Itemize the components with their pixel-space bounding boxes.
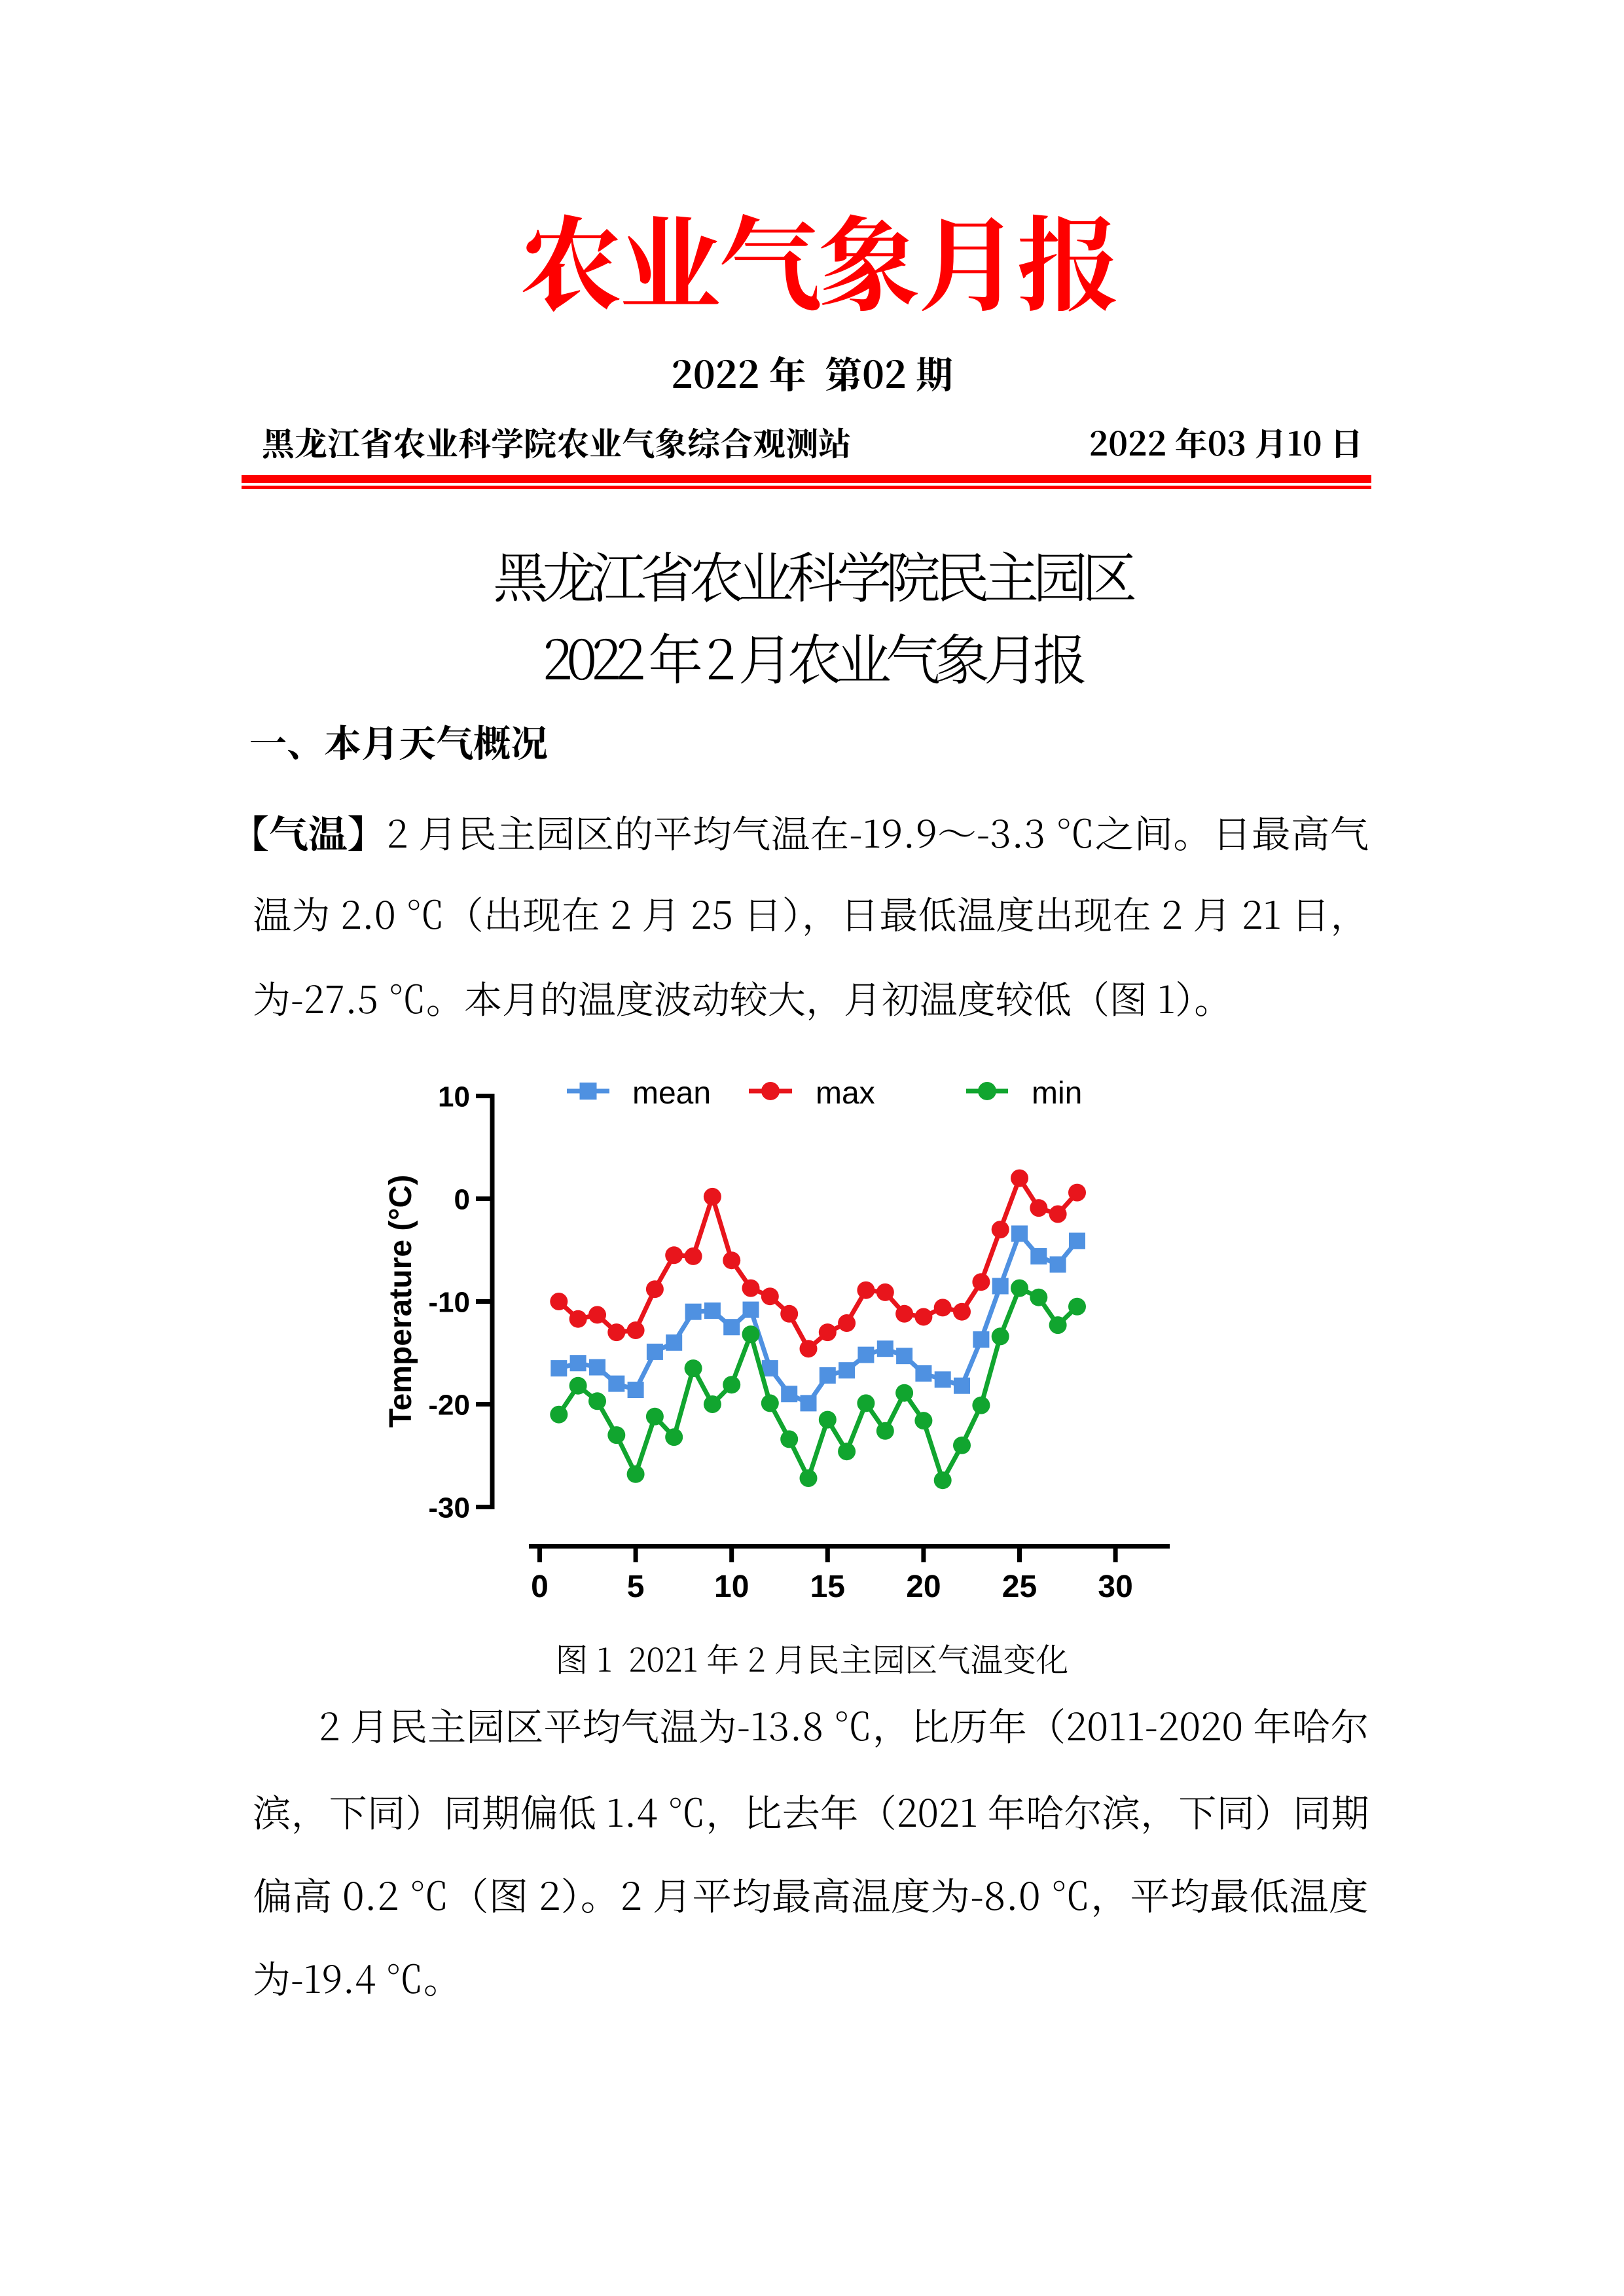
svg-text:-10: -10 — [428, 1287, 470, 1319]
svg-text:mean: mean — [632, 1076, 711, 1111]
svg-text:10: 10 — [714, 1570, 749, 1604]
svg-text:Temperature (°C): Temperature (°C) — [384, 1175, 418, 1427]
svg-text:30: 30 — [1098, 1570, 1132, 1604]
svg-text:-30: -30 — [428, 1492, 470, 1524]
svg-text:15: 15 — [810, 1570, 845, 1604]
svg-text:0: 0 — [531, 1570, 549, 1604]
svg-text:max: max — [816, 1076, 875, 1111]
svg-text:20: 20 — [906, 1570, 941, 1604]
svg-text:25: 25 — [1002, 1570, 1037, 1604]
svg-text:5: 5 — [627, 1570, 645, 1604]
svg-text:-20: -20 — [428, 1390, 470, 1422]
svg-text:10: 10 — [438, 1081, 470, 1113]
svg-text:0: 0 — [454, 1184, 470, 1216]
svg-text:min: min — [1032, 1076, 1082, 1111]
